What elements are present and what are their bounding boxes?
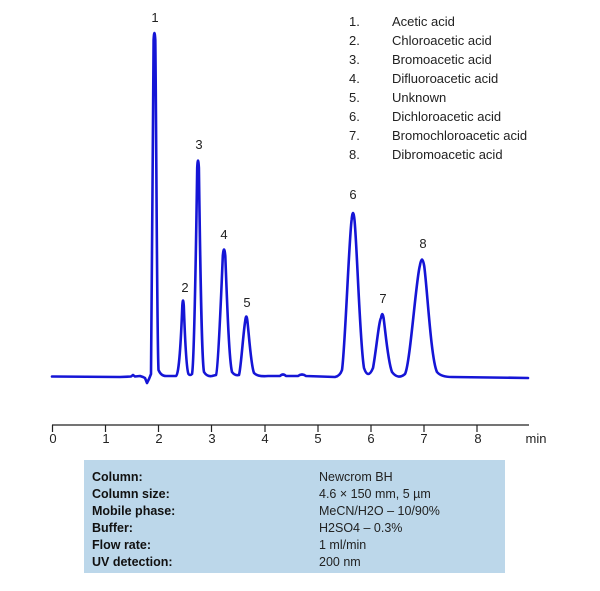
peak-label-6: 6 bbox=[349, 187, 356, 202]
legend-compound: Difluoroacetic acid bbox=[392, 71, 499, 86]
legend-item: 3. Bromoacetic acid bbox=[349, 50, 527, 69]
x-tick-8: 8 bbox=[474, 431, 481, 446]
condition-value: 1 ml/min bbox=[319, 538, 367, 552]
legend-compound: Dibromoacetic acid bbox=[392, 147, 503, 162]
x-axis bbox=[51, 424, 529, 432]
condition-row: Column size: 4.6 × 150 mm, 5 µm bbox=[92, 486, 505, 503]
x-tick-2: 2 bbox=[155, 431, 162, 446]
x-tick-3: 3 bbox=[208, 431, 215, 446]
legend-compound: Bromoacetic acid bbox=[392, 52, 492, 67]
legend-number: 3. bbox=[349, 52, 360, 67]
legend-compound: Bromochloroacetic acid bbox=[392, 128, 528, 143]
legend-item: 4. Difluoroacetic acid bbox=[349, 69, 527, 88]
legend-number: 4. bbox=[349, 71, 360, 86]
peak-label-3: 3 bbox=[195, 137, 202, 152]
x-tick-7: 7 bbox=[420, 431, 427, 446]
x-tick-4: 4 bbox=[261, 431, 268, 446]
condition-value: Newcrom BH bbox=[319, 470, 393, 484]
peak-label-5: 5 bbox=[243, 295, 250, 310]
legend-number: 8. bbox=[349, 147, 360, 162]
condition-value: H2SO4 – 0.3% bbox=[319, 521, 403, 535]
legend-compound: Unknown bbox=[392, 90, 447, 105]
condition-value: MeCN/H2O – 10/90% bbox=[319, 504, 440, 518]
legend-number: 6. bbox=[349, 109, 360, 124]
legend-item: 5. Unknown bbox=[349, 88, 527, 107]
x-tick-6: 6 bbox=[367, 431, 374, 446]
peak-label-2: 2 bbox=[181, 280, 188, 295]
legend-item: 8. Dibromoacetic acid bbox=[349, 145, 527, 164]
legend-number: 7. bbox=[349, 128, 360, 143]
x-tick-1: 1 bbox=[102, 431, 109, 446]
legend-number: 2. bbox=[349, 33, 360, 48]
chromatogram-chart: 1 2 3 4 5 6 7 8 0 1 2 3 4 5 6 7 8 min bbox=[49, 10, 547, 446]
peak-label-8: 8 bbox=[419, 236, 426, 251]
condition-key: Flow rate: bbox=[92, 538, 152, 552]
legend-item: 6. Dichloroacetic acid bbox=[349, 107, 527, 126]
chromatogram-trace bbox=[50, 31, 530, 385]
condition-row: UV detection: 200 nm bbox=[92, 554, 505, 571]
legend-item: 7. Bromochloroacetic acid bbox=[349, 126, 527, 145]
condition-row: Buffer: H2SO4 – 0.3% bbox=[92, 520, 505, 537]
condition-row: Flow rate: 1 ml/min bbox=[92, 537, 505, 554]
legend-compound: Dichloroacetic acid bbox=[392, 109, 502, 124]
condition-key: Mobile phase: bbox=[92, 504, 176, 518]
x-tick-5: 5 bbox=[314, 431, 321, 446]
peak-label-7: 7 bbox=[379, 291, 386, 306]
condition-key: Column: bbox=[92, 470, 143, 484]
peak-label-4: 4 bbox=[220, 227, 227, 242]
condition-key: UV detection: bbox=[92, 555, 173, 569]
condition-value: 200 nm bbox=[319, 555, 361, 569]
legend-compound: Acetic acid bbox=[392, 14, 455, 29]
legend-number: 5. bbox=[349, 90, 360, 105]
legend-item: 1. Acetic acid bbox=[349, 12, 527, 31]
condition-row: Column: Newcrom BH bbox=[92, 469, 505, 486]
condition-key: Buffer: bbox=[92, 521, 133, 535]
legend-item: 2. Chloroacetic acid bbox=[349, 31, 527, 50]
peak-label-1: 1 bbox=[151, 10, 158, 25]
conditions-table: Column: Newcrom BH Column size: 4.6 × 15… bbox=[84, 460, 505, 573]
peak-legend: 1. Acetic acid 2. Chloroacetic acid 3. B… bbox=[349, 12, 527, 164]
legend-number: 1. bbox=[349, 14, 360, 29]
condition-key: Column size: bbox=[92, 487, 170, 501]
x-axis-unit-label: min bbox=[526, 431, 547, 446]
condition-row: Mobile phase: MeCN/H2O – 10/90% bbox=[92, 503, 505, 520]
x-tick-0: 0 bbox=[49, 431, 56, 446]
legend-compound: Chloroacetic acid bbox=[392, 33, 492, 48]
condition-value: 4.6 × 150 mm, 5 µm bbox=[319, 487, 431, 501]
